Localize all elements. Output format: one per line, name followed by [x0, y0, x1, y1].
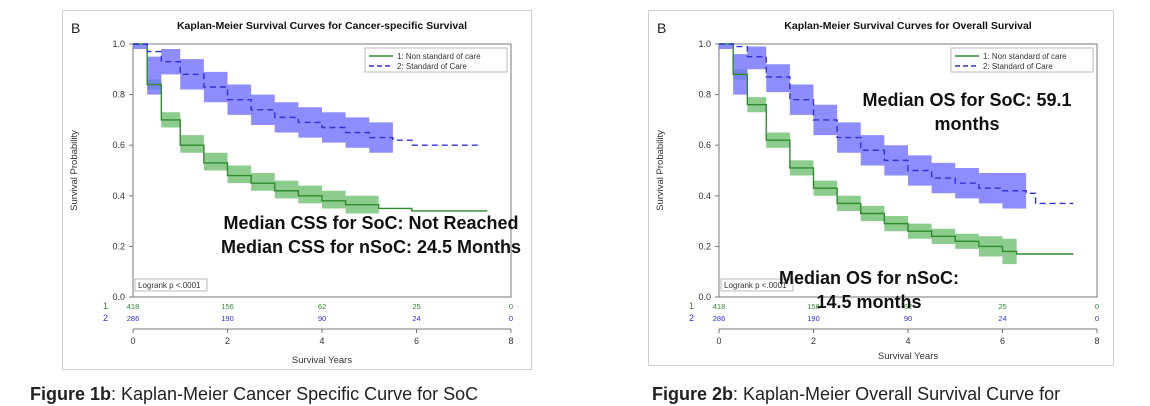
y-tick-label: 0.0	[112, 292, 125, 302]
x-tick-label: 8	[508, 336, 513, 346]
risk-count: 24	[412, 314, 420, 323]
risk-count: 0	[1095, 314, 1099, 323]
x-tick-label: 8	[1094, 336, 1099, 346]
panel-letter: B	[71, 20, 80, 36]
plot-frame	[132, 43, 512, 298]
legend-box	[950, 47, 1094, 73]
risk-count: 418	[127, 302, 140, 311]
caption-text: : Kaplan-Meier Overall Survival Curve fo…	[733, 384, 1061, 404]
risk-count: 90	[318, 314, 326, 323]
median-annotation-nsoc: 14.5 months	[816, 292, 921, 312]
y-tick-label: 0.4	[112, 191, 125, 201]
y-tick-label: 1.0	[112, 39, 125, 49]
y-tick-label: 0.2	[112, 241, 125, 251]
logrank-box	[720, 278, 794, 292]
km-chart-os-svg: B Kaplan-Meier Survival Curves for Overal…	[655, 20, 1100, 362]
confidence-band-1	[719, 44, 1017, 272]
median-annotation-soc: Median OS for SoC: 59.1	[862, 90, 1071, 110]
y-tick-label: 0.4	[698, 191, 711, 201]
survival-curve-1	[133, 43, 488, 212]
median-annotation-soc: months	[935, 114, 1000, 134]
risk-row-label-1: 1	[689, 301, 694, 311]
legend-label-2: 2: Standard of Care	[397, 62, 467, 71]
caption-label: Figure 2b	[652, 384, 734, 404]
logrank-text: Logrank p <.0001	[724, 281, 787, 290]
panel-letter: B	[657, 20, 666, 36]
km-chart-css: B Kaplan-Meier Survival Curves for Cancer…	[62, 10, 532, 370]
survival-curve-1	[719, 43, 1074, 255]
survival-curve-2	[719, 43, 1074, 205]
risk-count: 156	[221, 302, 234, 311]
y-tick-label: 0.6	[112, 140, 125, 150]
x-tick-label: 0	[130, 336, 135, 346]
confidence-band-1	[133, 44, 379, 229]
risk-count: 62	[904, 302, 912, 311]
y-tick-label: 1.0	[698, 39, 711, 49]
risk-count: 0	[1095, 302, 1099, 311]
x-axis-label: Survival Years	[292, 355, 352, 366]
x-tick-label: 4	[319, 336, 324, 346]
survival-curve-2	[133, 43, 478, 146]
risk-count: 286	[127, 314, 140, 323]
risk-count: 0	[509, 302, 513, 311]
x-tick-label: 0	[716, 336, 721, 346]
figure-caption-1b: Figure 1b: Kaplan-Meier Cancer Specific …	[30, 384, 478, 405]
x-tick-label: 2	[225, 336, 230, 346]
x-axis-label: Survival Years	[878, 351, 938, 362]
legend-label-1: 1: Non standard of care	[397, 52, 481, 61]
legend-label-2: 2: Standard of Care	[983, 62, 1053, 71]
km-chart-css-svg: B Kaplan-Meier Survival Curves for Cancer…	[69, 20, 521, 366]
median-annotation: Median CSS for nSoC: 24.5 Months	[221, 237, 521, 257]
risk-count: 90	[904, 314, 912, 323]
risk-count: 418	[713, 302, 726, 311]
risk-count: 286	[713, 314, 726, 323]
y-axis-label: Survival Probability	[655, 130, 666, 211]
x-tick-label: 2	[811, 336, 816, 346]
y-tick-label: 0.8	[698, 90, 711, 100]
legend-label-1: 1: Non standard of care	[983, 52, 1067, 61]
y-tick-label: 0.8	[112, 90, 125, 100]
risk-count: 25	[412, 302, 420, 311]
caption-text: : Kaplan-Meier Cancer Specific Curve for…	[111, 384, 479, 404]
y-tick-label: 0.2	[698, 241, 711, 251]
risk-count: 0	[509, 314, 513, 323]
median-annotation: Median CSS for SoC: Not Reached	[223, 213, 518, 233]
risk-row-label-1: 1	[103, 301, 108, 311]
plot-frame	[718, 43, 1098, 298]
risk-count: 62	[318, 302, 326, 311]
y-tick-label: 0.0	[698, 292, 711, 302]
km-chart-os: B Kaplan-Meier Survival Curves for Overal…	[648, 10, 1114, 366]
x-tick-label: 6	[1000, 336, 1005, 346]
risk-count: 25	[998, 302, 1006, 311]
figure-caption-2b: Figure 2b: Kaplan-Meier Overall Survival…	[652, 384, 1060, 405]
legend-box	[364, 47, 508, 73]
confidence-band-2	[133, 44, 393, 166]
y-axis-label: Survival Probability	[69, 130, 80, 211]
chart-title: Kaplan-Meier Survival Curves for Cancer-…	[177, 20, 467, 32]
logrank-box	[134, 278, 208, 292]
x-tick-label: 6	[414, 336, 419, 346]
risk-count: 24	[998, 314, 1006, 323]
chart-title: Kaplan-Meier Survival Curves for Overall…	[784, 20, 1032, 32]
risk-count: 190	[807, 314, 820, 323]
risk-row-label-2: 2	[689, 313, 694, 323]
median-annotation-nsoc: Median OS for nSoC:	[779, 268, 959, 288]
y-tick-label: 0.6	[698, 140, 711, 150]
confidence-band-2	[719, 44, 1027, 227]
logrank-text: Logrank p <.0001	[138, 281, 201, 290]
risk-count: 156	[807, 302, 820, 311]
risk-count: 190	[221, 314, 234, 323]
risk-row-label-2: 2	[103, 313, 108, 323]
caption-label: Figure 1b	[30, 384, 112, 404]
x-tick-label: 4	[905, 336, 910, 346]
